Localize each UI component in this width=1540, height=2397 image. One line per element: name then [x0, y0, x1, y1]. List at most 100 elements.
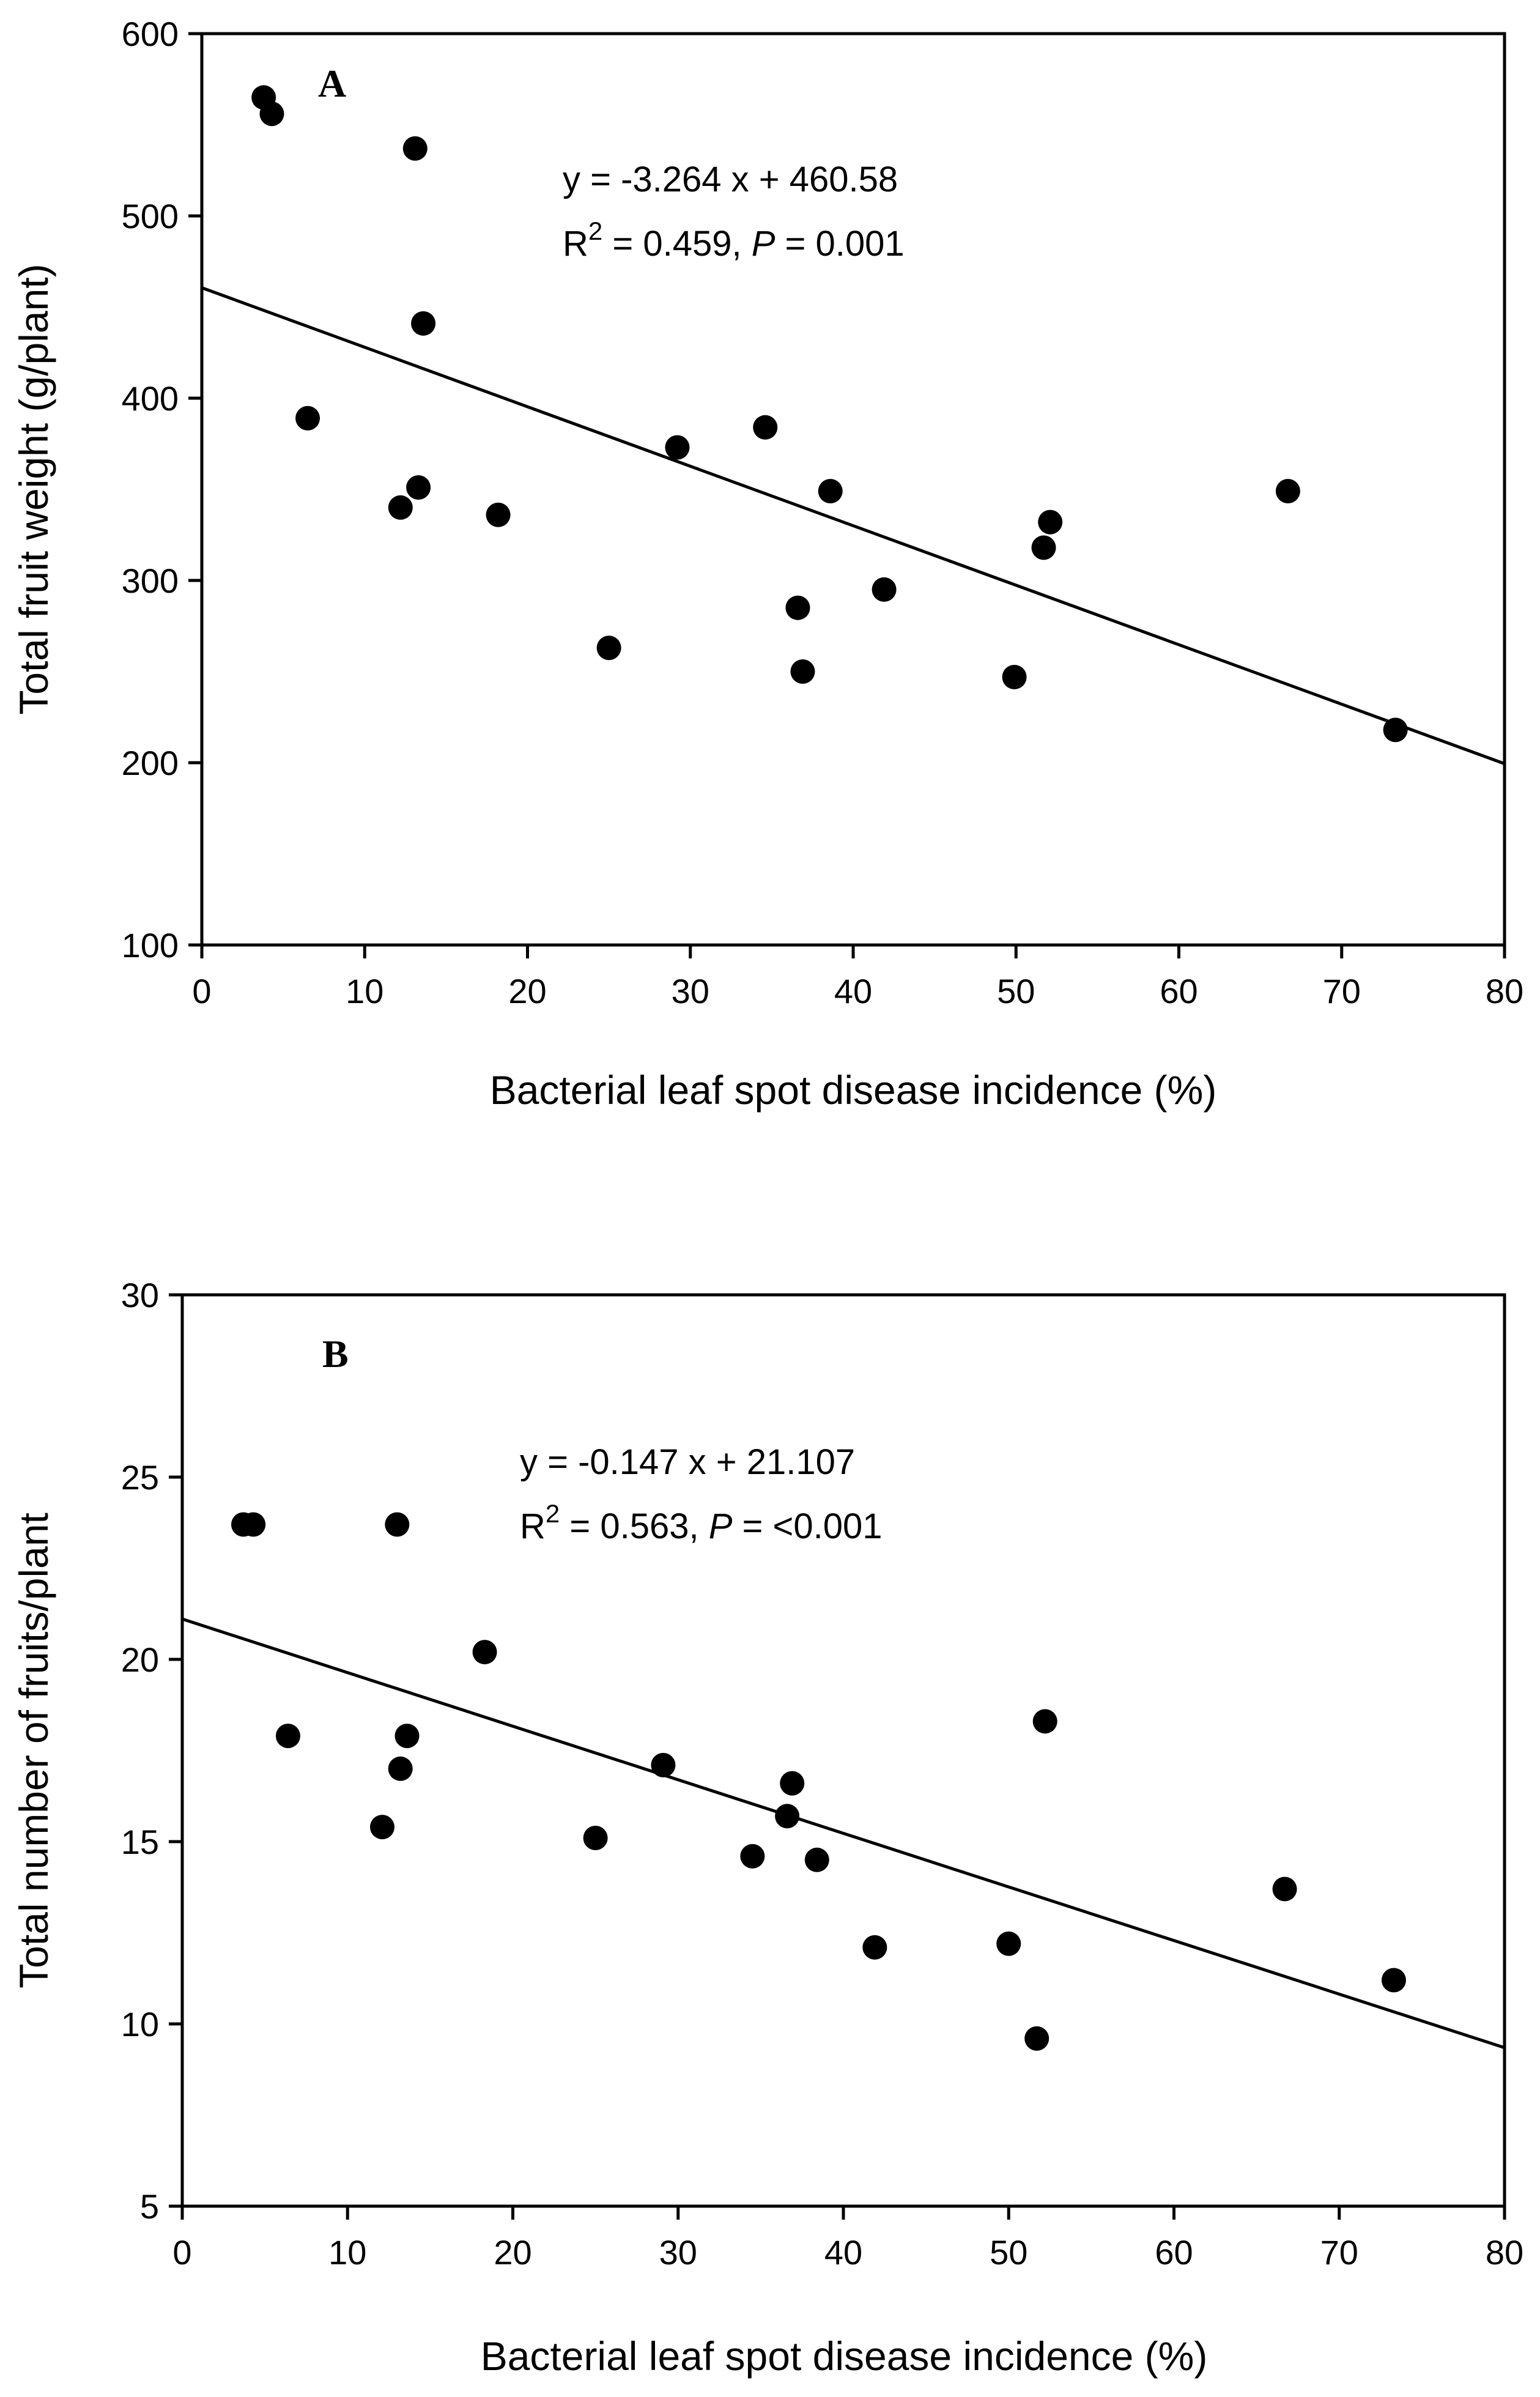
data-point	[753, 415, 778, 440]
x-tick-label: 80	[1486, 2233, 1523, 2272]
y-tick-label: 500	[122, 197, 179, 235]
data-point	[394, 1724, 420, 1749]
y-tick-label: 10	[121, 2005, 159, 2043]
x-tick-label: 20	[508, 972, 546, 1010]
data-point	[411, 311, 436, 336]
data-point	[388, 1756, 413, 1781]
data-point	[780, 1771, 805, 1796]
data-point	[259, 102, 284, 127]
data-point	[1383, 717, 1408, 743]
data-point	[996, 1931, 1021, 1956]
x-tick-label: 60	[1160, 972, 1198, 1010]
data-point	[402, 136, 428, 161]
data-points	[231, 1512, 1406, 2051]
x-axis: 0 10 20 30 40 50 60 70 80	[192, 945, 1523, 1010]
data-point	[785, 595, 810, 620]
p-value: = <0.001	[732, 1506, 882, 1546]
data-point	[1381, 1968, 1406, 1993]
data-point	[1272, 1876, 1297, 1902]
y-tick-label: 100	[122, 926, 179, 965]
panel-label: A	[318, 62, 346, 105]
y-axis: 100 200 300 400 500 600	[122, 15, 202, 965]
y-tick-label: 15	[121, 1823, 159, 1861]
data-point	[665, 435, 690, 460]
y-tick-label: 200	[122, 744, 179, 782]
y-tick-label: 5	[140, 2187, 159, 2226]
x-axis: 0 10 20 30 40 50 60 70 80	[172, 2206, 1523, 2272]
y-tick-label: 400	[122, 379, 179, 418]
chart-panel-b: 0 10 20 30 40 50 60 70 80 5 10 15 20 25 30 B y = -0.1…	[11, 1276, 1523, 2379]
y-tick-label: 600	[122, 15, 179, 53]
r2-superscript: 2	[546, 1499, 560, 1528]
x-tick-label: 30	[659, 2233, 697, 2272]
data-points	[251, 85, 1408, 743]
y-tick-label: 20	[121, 1640, 159, 1679]
data-point	[775, 1804, 800, 1829]
data-point	[1275, 478, 1300, 503]
data-point	[872, 577, 897, 602]
x-tick-label: 50	[990, 2233, 1027, 2272]
x-tick-label: 10	[328, 2233, 366, 2272]
data-point	[1031, 535, 1056, 560]
x-axis-label: Bacterial leaf spot disease incidence (%…	[481, 2333, 1208, 2379]
data-point	[370, 1815, 395, 1840]
data-point	[596, 635, 621, 661]
data-point	[862, 1935, 887, 1960]
panel-label: B	[322, 1332, 349, 1376]
y-axis-label: Total number of fruits/plant	[11, 1513, 56, 1988]
r2-superscript: 2	[588, 217, 602, 245]
x-tick-label: 10	[346, 972, 383, 1010]
y-axis-label: Total fruit weight (g/plant)	[11, 264, 56, 714]
data-point	[804, 1847, 829, 1872]
data-point	[1032, 1709, 1057, 1734]
r2-value: = 0.459,	[602, 224, 751, 264]
r2-prefix: R	[563, 224, 588, 264]
data-point	[241, 1512, 266, 1537]
x-tick-label: 0	[192, 972, 211, 1010]
x-tick-label: 40	[824, 2233, 862, 2272]
regression-stats: R2 = 0.459, P = 0.001	[563, 217, 905, 264]
r2-value: = 0.563,	[560, 1506, 708, 1546]
chart-panel-a: 0 10 20 30 40 50 60 70 80 100 200 300 400 500 600 A y…	[11, 15, 1523, 1113]
y-tick-label: 25	[121, 1458, 159, 1497]
regression-line	[182, 1617, 1505, 2050]
data-point	[1024, 2026, 1049, 2051]
x-axis-label: Bacterial leaf spot disease incidence (%…	[490, 1067, 1217, 1113]
regression-line	[201, 286, 1505, 765]
x-tick-label: 60	[1155, 2233, 1193, 2272]
data-point	[1002, 664, 1027, 689]
data-point	[385, 1512, 410, 1537]
x-tick-label: 70	[1323, 972, 1361, 1010]
data-point	[472, 1640, 497, 1665]
x-tick-label: 80	[1486, 972, 1523, 1010]
x-tick-label: 40	[834, 972, 872, 1010]
data-point	[1038, 509, 1063, 535]
data-point	[790, 659, 815, 684]
data-point	[583, 1826, 608, 1851]
regression-stats: R2 = 0.563, P = <0.001	[520, 1499, 883, 1546]
x-tick-label: 70	[1320, 2233, 1358, 2272]
data-point	[740, 1843, 765, 1869]
p-label: P	[752, 224, 776, 264]
x-tick-label: 20	[494, 2233, 531, 2272]
r2-prefix: R	[520, 1506, 546, 1546]
regression-equation: y = -0.147 x + 21.107	[520, 1442, 855, 1482]
p-value: = 0.001	[775, 224, 904, 264]
data-point	[818, 478, 843, 503]
data-point	[275, 1724, 300, 1749]
p-label: P	[709, 1506, 733, 1546]
data-point	[651, 1752, 676, 1777]
data-point	[486, 502, 511, 527]
data-point	[388, 495, 413, 520]
data-point	[406, 475, 431, 500]
data-point	[295, 406, 320, 431]
y-tick-label: 30	[121, 1276, 159, 1314]
y-tick-label: 300	[122, 561, 179, 600]
x-tick-label: 0	[172, 2233, 191, 2272]
y-axis: 5 10 15 20 25 30	[121, 1276, 182, 2226]
x-tick-label: 30	[672, 972, 709, 1010]
x-tick-label: 50	[997, 972, 1035, 1010]
regression-equation: y = -3.264 x + 460.58	[563, 160, 898, 199]
